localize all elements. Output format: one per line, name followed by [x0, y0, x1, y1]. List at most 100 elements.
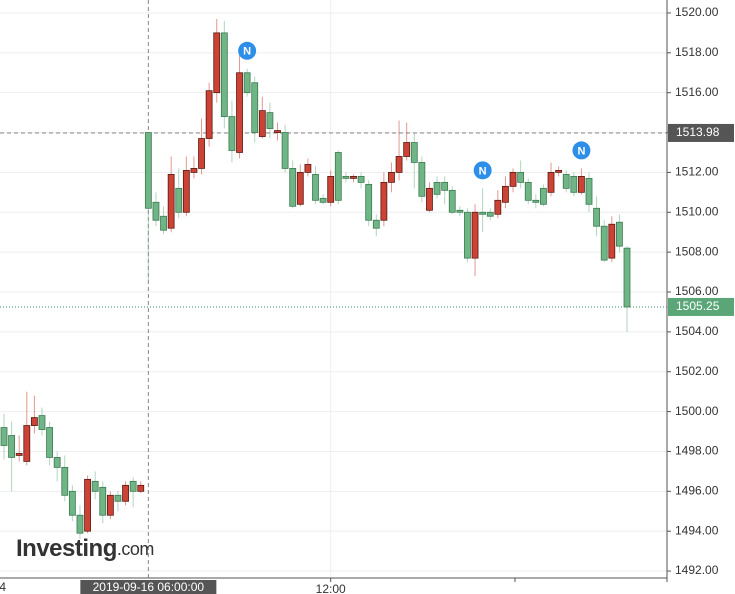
candle-body [289, 168, 297, 207]
candle-body [365, 183, 373, 221]
candle-body [403, 142, 411, 157]
candle-body [122, 484, 129, 502]
candle-body [585, 177, 593, 205]
candle-body [540, 187, 547, 205]
y-tick-label: 1492.00 [675, 563, 719, 577]
candle-body [479, 211, 487, 215]
candle-body [357, 175, 365, 183]
candle-body [76, 514, 84, 534]
candle-body [532, 199, 540, 203]
axes: 1492.00 1494.00 1496.00 1498.00 1500.00 1502.… [0, 5, 734, 594]
news-label: N [479, 165, 487, 177]
candle-body [616, 221, 623, 247]
candle-body [562, 174, 570, 189]
news-label: N [577, 145, 585, 157]
candle-body [198, 138, 205, 169]
candle-body [144, 132, 152, 209]
candle-body [182, 170, 190, 213]
x-tick-label: 2019-09-16 06:00:00 [93, 580, 205, 594]
candle-body [220, 32, 228, 118]
candle-body [578, 175, 585, 193]
candle-body [448, 189, 456, 213]
candle-body [137, 484, 145, 492]
candle-body [410, 142, 418, 163]
candle-body [418, 162, 426, 197]
candle-body [281, 132, 289, 169]
candle-body [53, 457, 61, 468]
candle-body [312, 174, 319, 201]
candle-body [84, 478, 91, 532]
y-tick-label: 1500.00 [675, 404, 719, 418]
candle-body [296, 172, 304, 205]
candle-body [502, 185, 509, 203]
y-tick-label: 1504.00 [675, 324, 719, 338]
candle-body [243, 72, 251, 94]
candle-body [593, 207, 601, 227]
plot: N N N [0, 18, 631, 540]
y-tick-label: 1512.00 [675, 165, 719, 179]
crosshair-price-label: 1513.98 [676, 125, 720, 139]
candle-body [334, 152, 342, 201]
candle-body [251, 82, 259, 133]
candle-body [236, 72, 243, 153]
candle-body [456, 209, 464, 213]
candle-body [494, 199, 502, 215]
x-tick-label: 12:00 [316, 582, 346, 594]
candle-body [570, 175, 578, 193]
candle-body [524, 181, 532, 201]
y-tick-label: 1506.00 [675, 284, 719, 298]
candle-body [274, 130, 281, 133]
crosshair-price-box [668, 123, 734, 142]
candle-body [426, 187, 433, 211]
y-tick-label: 1494.00 [675, 523, 719, 537]
candle-body [266, 112, 274, 129]
y-tick-label: 1508.00 [675, 244, 719, 258]
candle-body [190, 168, 198, 173]
watermark-name: Investing [16, 535, 117, 562]
candle-body [205, 90, 213, 139]
candle-body [15, 453, 23, 456]
candle-body [91, 480, 99, 492]
candle-body [350, 175, 357, 179]
last-price-box [668, 297, 734, 316]
candle-body [342, 175, 350, 179]
candle-body [23, 425, 31, 462]
candle-body [38, 415, 46, 430]
candle-body [258, 110, 266, 137]
candle-body [600, 225, 608, 261]
y-tick-label: 1510.00 [675, 204, 719, 218]
candle-body [608, 223, 616, 259]
candle-body [372, 219, 380, 229]
candle-body [464, 211, 471, 259]
candle-body [152, 201, 160, 221]
y-tick-label: 1498.00 [675, 444, 719, 458]
candle-body [319, 197, 327, 203]
candle-body [471, 211, 479, 259]
candle-body [175, 187, 183, 213]
candle-body [441, 181, 449, 191]
candle-body [433, 181, 441, 195]
candle-body [388, 172, 395, 183]
news-label: N [243, 46, 251, 58]
news-marker [473, 161, 492, 180]
news-marker [572, 141, 591, 160]
x-tick-label: 4 [0, 580, 6, 594]
candle-body [304, 164, 312, 173]
candle-body [395, 156, 403, 173]
candle-body [486, 211, 494, 217]
candle-body [68, 490, 76, 516]
candle-body [46, 427, 53, 458]
candle-body [160, 215, 167, 231]
candle-body [61, 466, 69, 496]
news-marker [238, 41, 257, 60]
candle-body [114, 494, 122, 502]
x-label-highlight [80, 580, 217, 594]
candle-body [0, 427, 8, 446]
candle-body [228, 116, 236, 151]
candle-body [99, 486, 107, 516]
y-tick-label: 1516.00 [675, 85, 719, 99]
candle-body [547, 172, 555, 193]
candle-body [167, 174, 175, 229]
candle-body [623, 247, 631, 308]
